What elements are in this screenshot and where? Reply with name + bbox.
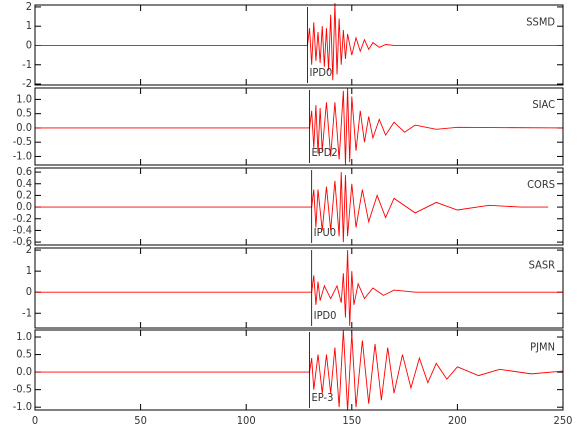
y-tick-label: 0.0 [16,121,32,134]
panel-frame [34,329,564,411]
y-tick-label: 0.4 [16,177,32,190]
y-tick-label: 0.0 [16,200,32,213]
waveform [35,3,563,81]
waveform [35,87,564,166]
y-tick-label: -1.0 [13,400,32,413]
station-label: SIAC [532,98,555,111]
y-tick-label: 0 [26,285,32,298]
panel-frame [34,4,564,86]
station-label: CORS [527,178,555,191]
x-tick-label: 250 [554,414,573,427]
y-tick-label: -1 [22,306,32,319]
y-tick-label: 0.0 [16,365,32,378]
x-tick-label: 0 [32,414,38,427]
y-tick-label: -0.5 [13,383,32,396]
pick-label: IPD0 [309,66,332,79]
panel-frame [34,167,564,246]
y-tick-label: -0.2 [13,212,32,225]
y-tick-label: -1 [22,58,32,71]
y-tick-label: 2 [26,243,32,256]
x-tick-label: 100 [237,414,256,427]
y-tick-label: 0.5 [16,348,32,361]
waveform [35,329,564,411]
y-tick-label: 0.2 [16,188,32,201]
y-tick-label: 1.0 [16,330,32,343]
y-tick-label: 1 [26,19,32,32]
panel-frame [34,247,564,329]
x-tick-label: 150 [342,414,361,427]
pick-label: IPU0 [314,226,336,239]
waveform [35,250,563,326]
y-tick-label: 1.0 [16,92,32,105]
y-tick-label: 0 [26,38,32,51]
station-label: SASR [529,259,556,272]
station-label: PJMN [530,341,555,354]
y-tick-label: 2 [26,0,32,13]
panel-frame [34,87,564,166]
y-tick-label: -0.6 [13,235,32,248]
waveform [35,172,549,243]
y-tick-label: -1.0 [13,149,32,162]
x-tick-label: 50 [134,414,147,427]
y-tick-label: 1 [26,264,32,277]
y-tick-label: 0.5 [16,107,32,120]
x-tick-label: 200 [448,414,467,427]
pick-label: EP-3 [312,391,334,404]
pick-label: IPD0 [314,309,337,322]
pick-label: EPD2 [312,146,338,159]
y-tick-label: -2 [22,77,32,90]
station-label: SSMD [526,16,555,29]
y-tick-label: 0.6 [16,165,32,178]
y-tick-label: -0.5 [13,135,32,148]
y-tick-label: -0.4 [13,223,32,236]
